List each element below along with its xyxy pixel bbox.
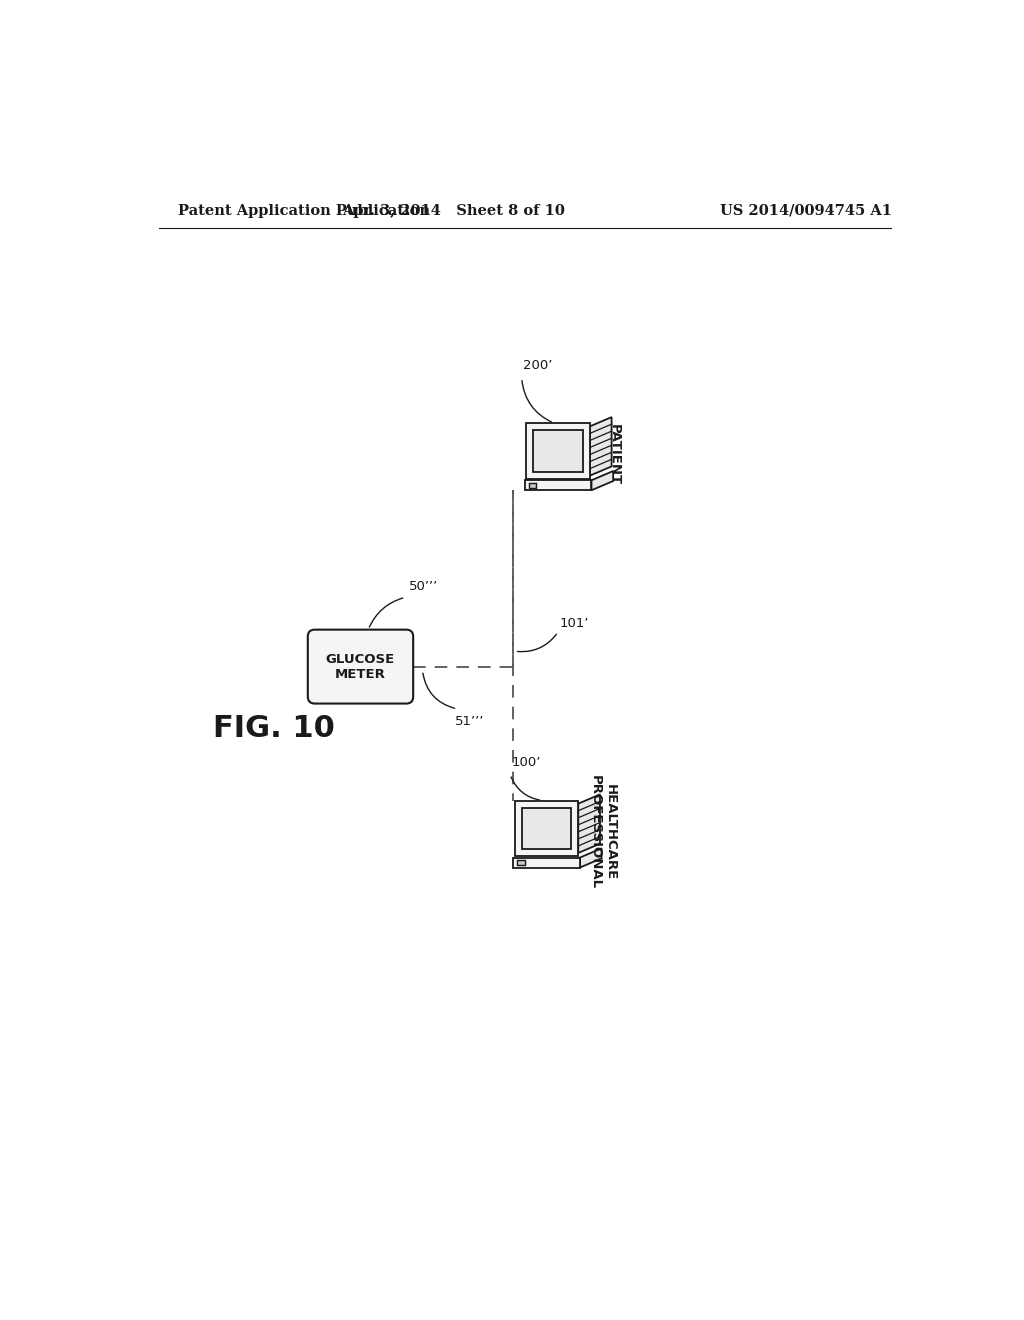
Polygon shape [534,430,583,471]
Text: Patent Application Publication: Patent Application Publication [178,203,430,218]
Polygon shape [526,424,590,479]
Text: FIG. 10: FIG. 10 [213,714,335,743]
Polygon shape [592,471,613,490]
Text: 101’: 101’ [560,616,589,630]
Polygon shape [580,849,601,867]
Text: Apr. 3, 2014   Sheet 8 of 10: Apr. 3, 2014 Sheet 8 of 10 [342,203,565,218]
Text: 100’: 100’ [512,756,541,770]
Polygon shape [590,417,611,475]
Polygon shape [528,483,537,487]
Polygon shape [579,795,600,853]
Text: GLUCOSE
METER: GLUCOSE METER [326,652,395,681]
Text: US 2014/0094745 A1: US 2014/0094745 A1 [720,203,892,218]
FancyBboxPatch shape [308,630,414,704]
Text: 200’: 200’ [523,359,553,372]
Polygon shape [521,808,571,849]
Text: HEALTHCARE
PROFESSIONAL: HEALTHCARE PROFESSIONAL [589,775,616,890]
Text: 50’’’: 50’’’ [410,581,438,594]
Polygon shape [515,800,579,855]
Text: 51’’’: 51’’’ [455,715,484,729]
Text: PATIENT: PATIENT [607,424,621,486]
Polygon shape [513,858,580,867]
Polygon shape [517,861,524,865]
Polygon shape [524,480,592,490]
